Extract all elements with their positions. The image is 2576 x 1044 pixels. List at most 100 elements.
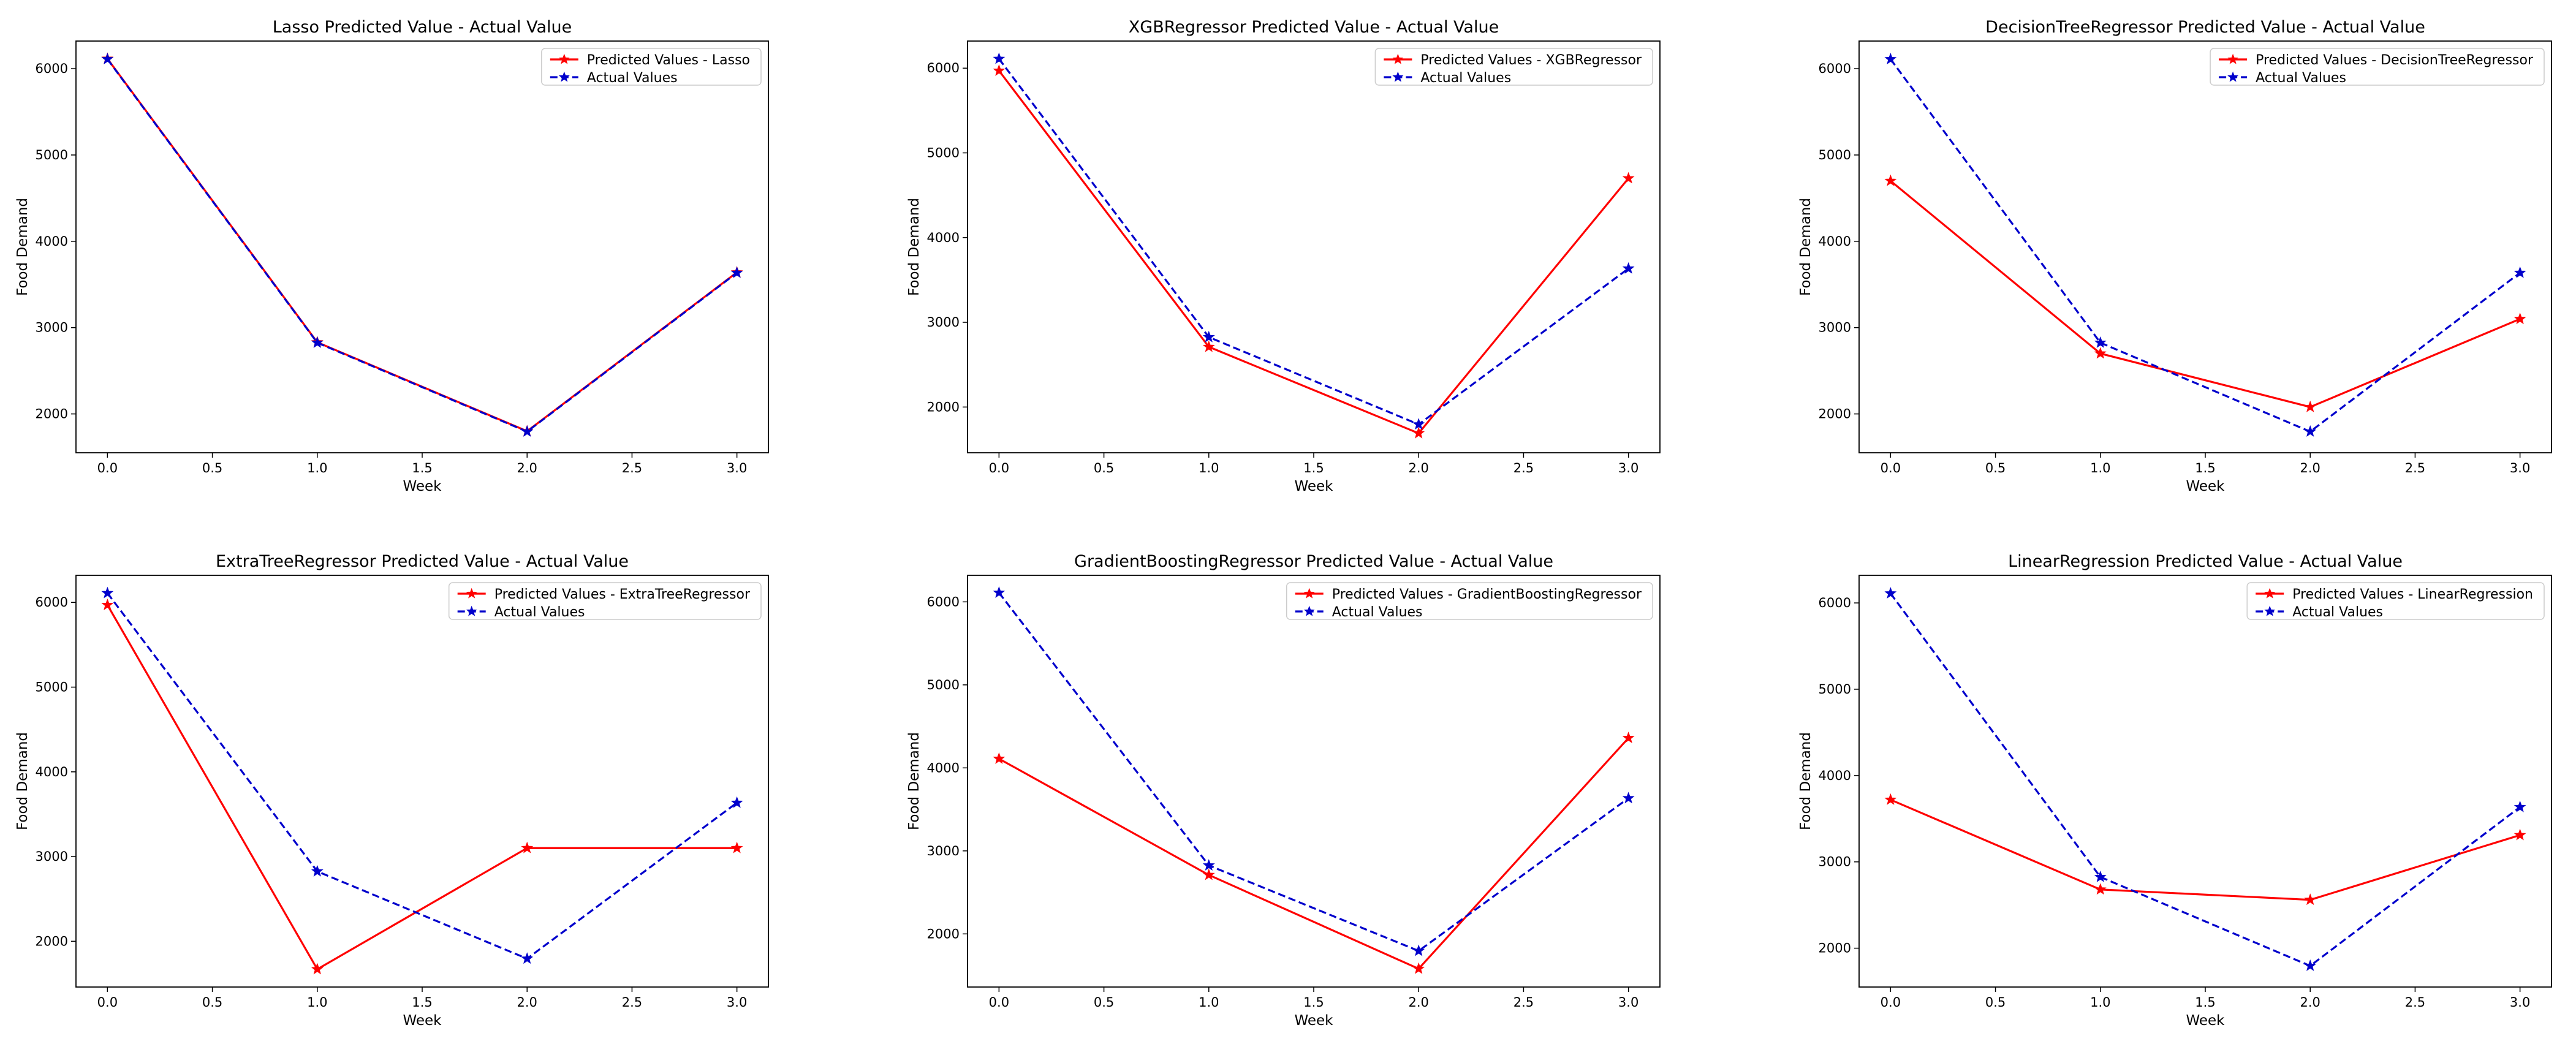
actual-point [2094, 870, 2107, 882]
chart-3: DecisionTreeRegressor Predicted Value - … [1798, 18, 2552, 494]
chart-title: ExtraTreeRegressor Predicted Value - Act… [216, 552, 629, 571]
x-tick-label: 0.0 [97, 461, 118, 475]
chart-5: GradientBoostingRegressor Predicted Valu… [906, 552, 1661, 1029]
predicted-point [1202, 868, 1215, 880]
legend-marker [2227, 71, 2239, 82]
predicted-point [2094, 347, 2107, 359]
chart-1: Lasso Predicted Value - Actual Value 0.0 0… [15, 18, 769, 494]
y-tick-label: 5000 [1819, 148, 1851, 162]
legend-label: Actual Values [587, 70, 678, 86]
actual-point [311, 336, 324, 348]
actual-point [521, 425, 534, 437]
x-tick-label: 0.0 [1881, 461, 1901, 475]
x-tick-label: 2.5 [622, 995, 642, 1010]
x-tick-label: 0.0 [1881, 995, 1901, 1010]
y-tick-label: 2000 [927, 926, 960, 941]
y-tick-label: 4000 [1819, 234, 1851, 249]
plot-frame [967, 40, 1661, 453]
actual-point [993, 586, 1006, 598]
predicted-point [1202, 340, 1215, 352]
y-tick-label: 5000 [36, 148, 68, 162]
legend-marker [1392, 71, 1404, 82]
y-tick-label: 3000 [1819, 320, 1851, 335]
x-tick-label: 1.0 [2090, 995, 2110, 1010]
actual-point [1884, 53, 1897, 65]
x-tick-label: 0.5 [202, 995, 222, 1010]
x-tick-label: 2.0 [1409, 995, 1429, 1010]
legend-box [2246, 582, 2545, 620]
x-axis-label: Week [403, 1013, 442, 1029]
x-axis-label: Week [1294, 478, 1333, 494]
legend-label: Predicted Values - DecisionTreeRegressor [2256, 53, 2534, 68]
chart-6: LinearRegression Predicted Value - Actua… [1798, 552, 2552, 1029]
actual-line [107, 592, 738, 960]
x-tick-label: 2.5 [1513, 995, 1534, 1010]
predicted-point [2094, 883, 2107, 895]
actual-point [101, 586, 114, 599]
actual-point [1622, 792, 1635, 804]
y-tick-label: 4000 [927, 760, 960, 775]
actual-point [1884, 587, 1897, 599]
y-tick-label: 3000 [927, 315, 960, 330]
legend: Predicted Values - GradientBoostingRegre… [1286, 582, 1653, 620]
x-tick-label: 0.0 [989, 461, 1009, 475]
y-tick-label: 3000 [927, 844, 960, 858]
legend-label: Predicted Values - XGBRegressor [1420, 53, 1642, 68]
predicted-point [521, 841, 534, 853]
predicted-point [2513, 828, 2526, 841]
legend-label: Predicted Values - ExtraTreeRegressor [494, 587, 751, 602]
chart-2: XGBRegressor Predicted Value - Actual Va… [906, 18, 1661, 494]
y-tick-label: 6000 [927, 594, 960, 609]
x-tick-label: 2.0 [517, 995, 537, 1010]
legend-marker [466, 588, 477, 599]
y-tick-label: 2000 [927, 399, 960, 414]
x-tick-label: 0.5 [1094, 995, 1114, 1010]
y-tick-label: 6000 [927, 61, 960, 75]
x-tick-label: 3.0 [727, 461, 747, 475]
x-axis-label: Week [2186, 478, 2225, 494]
y-tick-label: 6000 [1819, 596, 1851, 610]
actual-line [1890, 592, 2521, 967]
actual-point [2513, 800, 2526, 812]
y-tick-label: 6000 [36, 595, 68, 610]
x-tick-label: 3.0 [727, 995, 747, 1010]
legend-label: Actual Values [1332, 605, 1423, 620]
legend-label: Actual Values [2256, 70, 2346, 86]
legend-label: Predicted Values - LinearRegression [2292, 587, 2533, 602]
legend: Predicted Values - DecisionTreeRegressor… [2210, 48, 2545, 86]
y-tick-label: 3000 [36, 320, 68, 335]
predicted-point [1884, 793, 1897, 805]
y-tick-label: 2000 [1819, 941, 1851, 956]
actual-line [107, 58, 738, 433]
y-tick-label: 5000 [927, 678, 960, 692]
actual-point [1202, 859, 1215, 871]
x-tick-label: 0.0 [989, 995, 1009, 1010]
x-tick-label: 2.0 [2300, 995, 2320, 1010]
x-tick-label: 0.0 [97, 995, 118, 1010]
x-tick-label: 0.5 [202, 461, 222, 475]
actual-point [1202, 330, 1215, 342]
legend-box [1374, 48, 1653, 86]
actual-point [521, 952, 534, 964]
predicted-line [106, 604, 737, 970]
predicted-point [2304, 893, 2317, 906]
predicted-point [1622, 732, 1635, 743]
actual-point [311, 864, 324, 877]
x-axis-label: Week [403, 478, 442, 494]
chart-title: Lasso Predicted Value - Actual Value [273, 18, 572, 37]
x-axis-label: Week [1294, 1013, 1333, 1029]
x-tick-label: 2.0 [2300, 461, 2320, 475]
x-tick-label: 1.5 [2195, 995, 2215, 1010]
chart-title: XGBRegressor Predicted Value - Actual Va… [1129, 18, 1499, 37]
x-tick-label: 1.5 [412, 461, 432, 475]
y-tick-label: 4000 [1819, 768, 1851, 783]
x-tick-label: 1.0 [2090, 461, 2110, 475]
legend-marker [2264, 588, 2276, 599]
legend-label: Actual Values [1420, 70, 1511, 86]
predicted-point [993, 752, 1006, 764]
x-tick-label: 2.0 [1409, 461, 1429, 475]
legend-marker [466, 605, 477, 616]
legend-marker [2227, 53, 2239, 64]
actual-point [1622, 262, 1635, 274]
